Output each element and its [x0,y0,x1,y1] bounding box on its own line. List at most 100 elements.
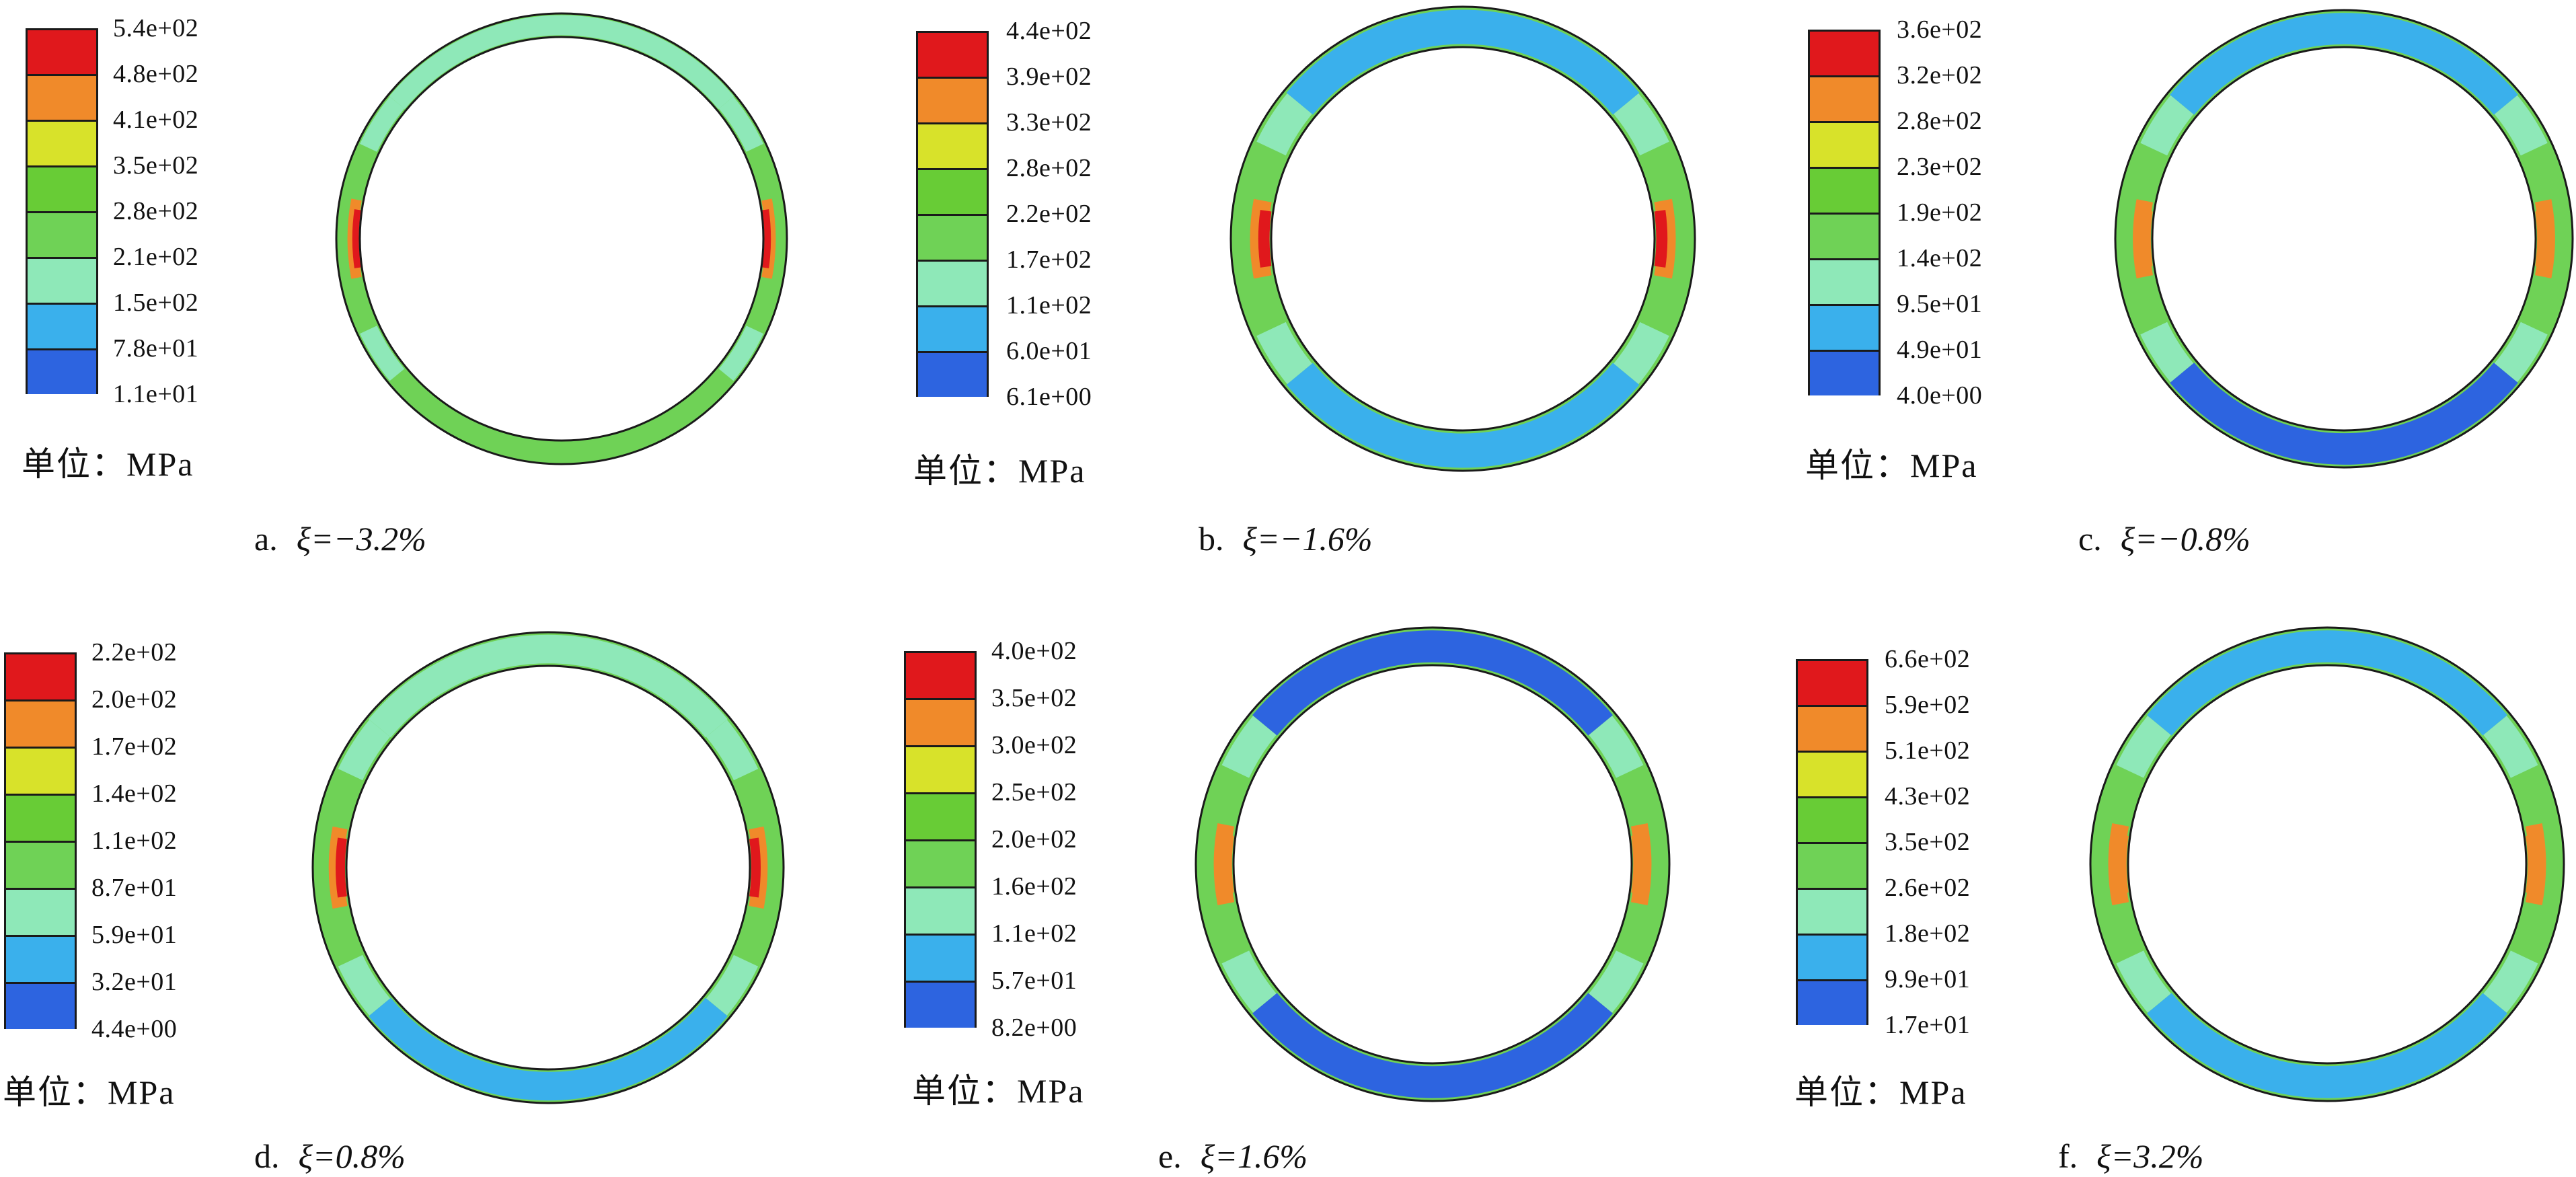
transition-zone [360,96,405,152]
transition-zone [2483,716,2538,778]
stress-ring [311,631,785,1104]
legend-value: 1.7e+02 [1006,245,1092,274]
legend-value: 1.1e+02 [1006,291,1092,319]
peak-stress-zone [1631,834,1644,895]
bottom-stress-zone [389,368,734,463]
legend-swatch [1808,258,1881,304]
unit-label: 单位：MPa [1805,447,1978,484]
legend-value: 3.2e+01 [91,968,178,996]
legend-value: 4.1e+02 [113,106,199,134]
legend-swatch [26,165,98,211]
transition-zone [1613,321,1669,385]
transition-zone [2494,321,2548,383]
transition-zone [718,96,763,152]
legend-swatch [4,935,77,982]
legend-swatch [916,122,989,168]
ring-inner-edge [1232,664,1633,1065]
legend-swatch [904,698,977,745]
legend-value: 2.1e+02 [113,243,199,271]
legend-swatch [26,28,98,74]
caption-xi: ξ=−1.6% [1242,520,1373,558]
figure-caption: b. ξ=−1.6% [1199,519,1373,558]
legend-swatch [1808,350,1881,395]
legend-value: 9.5e+01 [1897,290,1983,318]
ring-outer-edge [1229,5,1696,472]
stress-ring [1229,5,1696,472]
transition-zone [2140,321,2194,383]
legend-swatch [1796,888,1868,934]
legend-swatch [1808,121,1881,167]
legend-value: 2.5e+02 [991,778,1077,806]
legend-swatch [1808,30,1881,75]
legend-swatch [26,120,98,165]
bottom-stress-zone [1286,363,1640,468]
bottom-stress-zone [2147,993,2507,1098]
legend-value: 2.0e+02 [991,825,1077,853]
legend-swatch [1808,167,1881,213]
legend-value: 1.5e+02 [113,289,199,317]
transition-zone [2140,95,2194,156]
unit-label: 单位：MPa [3,1073,176,1111]
transition-zone [1613,93,1669,156]
legend-value: 1.1e+02 [991,919,1077,948]
legend-value: 4.3e+02 [1885,782,1971,810]
legend-value: 2.8e+02 [1897,107,1983,135]
legend-value: 2.2e+02 [1006,200,1092,228]
unit-label: 单位：MPa [913,452,1086,490]
top-stress-zone [2147,630,2507,736]
legend-swatch [1796,659,1868,705]
ring-inner-edge [358,36,765,442]
ring-outer-edge [2114,9,2574,469]
ring-outer-edge [311,631,785,1104]
legend-swatch [26,257,98,303]
legend-swatch [1796,934,1868,979]
transition-zone [338,954,391,1016]
peak-stress-zone [2535,210,2548,268]
legend-swatch [1808,304,1881,350]
ring-inner-edge [1270,46,1656,432]
legend-swatch [904,651,977,698]
legend-value: 3.5e+02 [1885,828,1971,856]
peak-stress-zone [762,209,771,268]
legend-value: 3.2e+02 [1897,61,1983,89]
caption-xi: ξ=−3.2% [296,520,426,558]
legend-value: 8.7e+01 [91,874,178,902]
legend-swatch [916,214,989,260]
legend-value: 1.1e+01 [113,380,199,408]
legend-swatch [1796,979,1868,1025]
legend-swatch [4,794,77,841]
caption-letter: e. [1158,1137,1182,1175]
legend-value: 6.0e+01 [1006,337,1092,365]
transition-zone [706,720,759,781]
caption-xi: ξ=−0.8% [2120,520,2250,558]
bottom-stress-zone [1252,993,1613,1098]
legend-swatch [1796,705,1868,751]
stress-ring [1195,626,1671,1102]
figure-caption: c. ξ=−0.8% [2078,519,2250,558]
transition-zone [1256,93,1313,156]
legend-swatch [1796,796,1868,842]
legend-value: 4.8e+02 [113,60,199,88]
legend-swatch [916,31,989,77]
figure-caption: e. ξ=1.6% [1158,1137,1308,1176]
caption-letter: b. [1199,520,1224,558]
legend-swatch [1796,842,1868,888]
legend-swatch [4,888,77,935]
legend-swatch [1808,213,1881,258]
legend-value: 7.8e+01 [113,334,199,363]
peak-stress-zone [2116,834,2129,895]
transition-zone [1589,950,1644,1013]
legend-value: 2.2e+02 [91,638,178,667]
legend-value: 2.3e+02 [1897,153,1983,181]
legend-value: 1.6e+02 [991,872,1077,901]
unit-label: 单位：MPa [1794,1073,1967,1111]
caption-letter: c. [2078,520,2102,558]
legend-value: 1.7e+01 [1885,1011,1971,1039]
legend-swatch [904,839,977,886]
top-stress-zone [389,15,734,110]
transition-zone [2116,950,2171,1013]
ring-inner-edge [345,665,751,1071]
legend-value: 1.4e+02 [91,780,178,808]
legend-swatch [26,74,98,120]
transition-zone [2494,95,2548,156]
